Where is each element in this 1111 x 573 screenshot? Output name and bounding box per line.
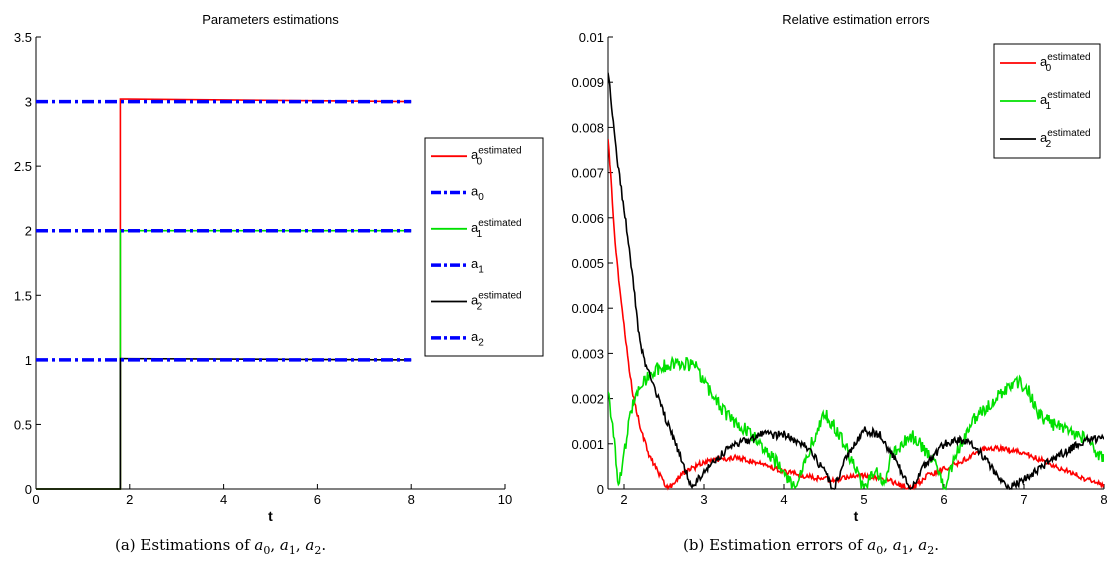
y-tick-label: 0.003 [571, 346, 604, 361]
legend-entry: aestimated 2 [471, 291, 522, 313]
y-tick-label: 0.001 [571, 437, 604, 452]
x-tick-label: 4 [220, 492, 227, 507]
y-tick-label: 0 [597, 482, 604, 497]
x-tick-label: 2 [620, 492, 627, 507]
chart-title: Parameters estimations [202, 12, 339, 27]
y-tick-label: 2 [25, 224, 32, 239]
y-tick-label: 1.5 [14, 288, 32, 303]
y-tick-label: 1 [25, 353, 32, 368]
x-tick-label: 0 [32, 492, 39, 507]
legend-entry: aestimated 0 [1040, 52, 1091, 74]
y-tick-label: 0.004 [571, 301, 604, 316]
y-tick-label: 0.002 [571, 392, 604, 407]
y-tick-label: 0.008 [571, 120, 604, 135]
series-line [608, 139, 1104, 491]
x-tick-label: 5 [860, 492, 867, 507]
caption-a: (a) Estimations of a0, a1, a2. [115, 536, 327, 557]
legend-entry: a0 [471, 184, 484, 204]
y-tick-label: 0.009 [571, 75, 604, 90]
y-tick-label: 0.006 [571, 211, 604, 226]
x-tick-label: 2 [126, 492, 133, 507]
relative-errors-chart: Relative estimation errors 0 0.001 0.002 0.0… [571, 12, 1107, 524]
series-line [36, 98, 412, 490]
x-axis-label: t [854, 508, 859, 524]
legend-entry: aestimated 0 [471, 145, 522, 167]
legend: aestimated 0 aestimated 1 aestimated 2 [993, 43, 1101, 159]
y-tick-label: 3 [25, 95, 32, 110]
x-tick-label: 3 [700, 492, 707, 507]
x-tick-label: 8 [1100, 492, 1107, 507]
chart-title: Relative estimation errors [782, 12, 930, 27]
y-tick-label: 0 [25, 482, 32, 497]
y-tick-label: 0.005 [571, 256, 604, 271]
legend-entry: aestimated 2 [1040, 128, 1091, 150]
x-tick-label: 7 [1020, 492, 1027, 507]
legend-box [424, 137, 544, 357]
legend-entry: a1 [471, 256, 484, 276]
series-line [608, 355, 1104, 491]
y-tick-label: 3.5 [14, 30, 32, 45]
x-tick-label: 10 [498, 492, 512, 507]
series-line [36, 357, 412, 490]
y-tick-label: 0.007 [571, 166, 604, 181]
x-tick-label: 6 [314, 492, 321, 507]
x-tick-label: 8 [408, 492, 415, 507]
legend-entry: aestimated 1 [1040, 90, 1091, 112]
x-axis-label: t [268, 508, 273, 524]
y-tick-label: 0.01 [579, 30, 604, 45]
caption-b: (b) Estimation errors of a0, a1, a2. [683, 536, 939, 557]
x-tick-label: 6 [940, 492, 947, 507]
y-tick-label: 2.5 [14, 159, 32, 174]
parameters-estimations-chart: Parameters estimations 0 0.5 1 1.5 2 2.5 3 3.5 0 2… [14, 12, 544, 524]
legend-entry: a2 [471, 329, 484, 349]
legend-entry: aestimated 1 [471, 218, 522, 240]
y-tick-label: 0.5 [14, 417, 32, 432]
series-line [608, 72, 1104, 490]
x-tick-label: 4 [780, 492, 787, 507]
legend: aestimated 0 a0 aestimated 1 a1 aestimated 2 a2 [424, 137, 544, 357]
